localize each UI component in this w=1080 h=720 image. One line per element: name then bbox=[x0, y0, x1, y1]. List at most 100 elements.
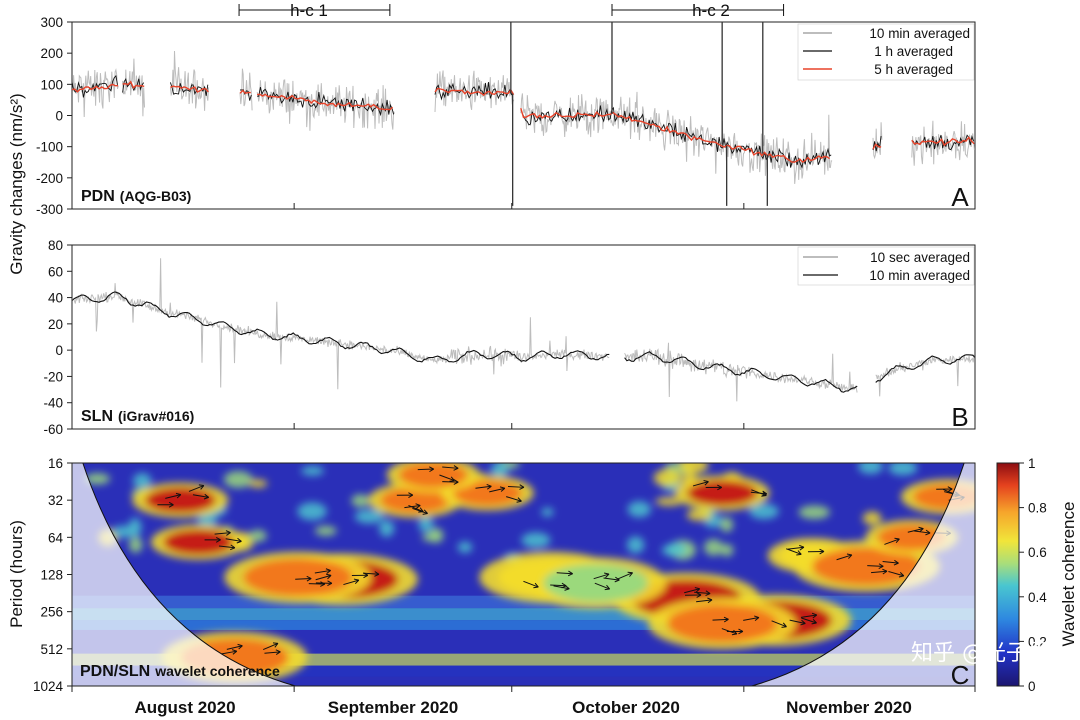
panel-a-station-label: PDN (AQG-B03) bbox=[81, 188, 191, 205]
phase-arrow bbox=[786, 548, 802, 555]
coherence-cell bbox=[418, 516, 434, 533]
y-axis-label: Gravity changes (nm/s²) bbox=[7, 93, 26, 274]
phase-arrow-head bbox=[519, 484, 525, 490]
coherence-cell bbox=[422, 532, 440, 542]
month-label-august: August 2020 bbox=[134, 698, 235, 717]
panel-b-ytick-label: -40 bbox=[43, 396, 63, 411]
phase-arrow-head bbox=[533, 582, 539, 589]
colorbar-tick-label: 0.4 bbox=[1028, 590, 1047, 605]
coherence-cell bbox=[720, 543, 734, 557]
panel-a-ytick-label: 100 bbox=[40, 77, 63, 92]
colorbar-tick-label: 1 bbox=[1028, 456, 1036, 471]
phase-arrow-head bbox=[353, 578, 360, 585]
coherence-cell bbox=[749, 503, 779, 520]
phase-arrow bbox=[593, 573, 610, 580]
phase-arrow-head bbox=[374, 571, 380, 577]
phase-arrow-head bbox=[918, 526, 924, 533]
coherence-cell bbox=[686, 508, 713, 521]
coherence-cell bbox=[653, 469, 682, 487]
phase-arrow-head bbox=[705, 590, 711, 597]
panel-c-ytick-label: 128 bbox=[40, 568, 63, 583]
panel-b-instrument: (iGrav#016) bbox=[118, 408, 194, 424]
coherence-hotspot bbox=[667, 604, 777, 643]
coherence-cell bbox=[132, 473, 152, 489]
legend-a-10min: 10 min averaged bbox=[869, 26, 970, 41]
phase-arrow bbox=[836, 554, 853, 561]
coherence-band bbox=[72, 608, 975, 621]
phase-arrow-head bbox=[327, 580, 333, 587]
coherence-cell bbox=[354, 509, 384, 524]
phase-arrow-head bbox=[893, 559, 899, 566]
legend-a-5h: 5 h averaged bbox=[874, 62, 953, 77]
phase-arrow-head bbox=[800, 619, 806, 626]
phase-arrow-head bbox=[738, 628, 744, 635]
phase-arrow bbox=[408, 504, 424, 513]
phase-arrow bbox=[789, 619, 806, 625]
panel-b-ytick-label: 0 bbox=[55, 343, 63, 358]
month-label-october: October 2020 bbox=[572, 698, 680, 717]
phase-arrow-head bbox=[230, 544, 236, 551]
panel-b-frame bbox=[71, 244, 976, 430]
panel-c-ytick-label: 32 bbox=[48, 493, 63, 508]
phase-arrow bbox=[220, 650, 237, 655]
phase-arrow-head bbox=[604, 584, 611, 591]
panel-c-y-ticks: 16 32 64 128 256 512 1024 bbox=[33, 456, 72, 694]
phase-arrow-head bbox=[429, 466, 434, 473]
panel-c-ytick-label: 512 bbox=[40, 642, 63, 657]
phase-arrow-head bbox=[799, 544, 805, 551]
coherence-cell bbox=[351, 494, 370, 508]
phase-arrow bbox=[165, 494, 181, 499]
phase-arrow-head bbox=[754, 615, 760, 622]
phase-arrow-head bbox=[717, 484, 722, 491]
phase-arrow bbox=[315, 574, 332, 581]
phase-arrow-head bbox=[326, 573, 332, 580]
panel-c-letter: C bbox=[951, 660, 970, 690]
colorbar-tick-label: 0.8 bbox=[1028, 501, 1047, 516]
phase-arrow bbox=[787, 546, 804, 550]
phase-arrow bbox=[694, 591, 711, 595]
phase-arrow bbox=[507, 485, 524, 488]
phase-arrow bbox=[264, 651, 281, 654]
phase-arrow bbox=[888, 571, 904, 577]
phase-arrow bbox=[617, 572, 633, 580]
hc1-label: h-c 1 bbox=[290, 1, 328, 20]
phase-arrow-head bbox=[215, 537, 221, 543]
phase-arrow bbox=[712, 618, 729, 621]
phase-arrow bbox=[556, 572, 573, 575]
panel-a-ytick-label: 0 bbox=[55, 109, 63, 124]
panel-b-ytick-label: 80 bbox=[48, 238, 63, 253]
phase-arrow bbox=[489, 487, 505, 493]
phase-arrow-head bbox=[707, 597, 713, 604]
coherence-hotspot bbox=[398, 463, 468, 488]
coherence-cell bbox=[84, 473, 111, 485]
panel-a-ytick-label: -200 bbox=[36, 171, 63, 186]
coherence-cell bbox=[490, 463, 509, 477]
phase-arrow-head bbox=[925, 529, 931, 536]
panel-a-legend: 10 min averaged 1 h averaged 5 h average… bbox=[797, 23, 975, 81]
phase-arrow-head bbox=[453, 479, 459, 485]
month-label-september: September 2020 bbox=[328, 698, 458, 717]
coherence-cell bbox=[197, 514, 218, 526]
phase-arrow bbox=[314, 569, 331, 574]
phase-arrow-head bbox=[325, 568, 331, 574]
coherence-hotspot bbox=[243, 558, 353, 597]
phase-arrow-head bbox=[486, 483, 492, 490]
panel-c-ytick-label: 256 bbox=[40, 605, 63, 620]
phase-arrow-head bbox=[564, 585, 570, 591]
phase-arrow-head bbox=[811, 618, 817, 625]
colorbar-label: Wavelet coherence bbox=[1059, 502, 1078, 647]
phase-arrow bbox=[225, 538, 242, 542]
panel-c-title-rest: wavelet coherence bbox=[154, 663, 280, 679]
coherence-cell bbox=[379, 520, 395, 537]
phase-arrow bbox=[523, 580, 539, 588]
panel-c-title-sep: / bbox=[114, 663, 119, 680]
coherence-hotspot bbox=[543, 564, 649, 603]
phase-arrow-head bbox=[846, 553, 853, 559]
phase-arrow-head bbox=[878, 563, 884, 569]
phase-arrow bbox=[343, 579, 359, 586]
panel-b-station-label: SLN (iGrav#016) bbox=[81, 408, 194, 425]
phase-arrow-head bbox=[422, 509, 428, 515]
phase-arrow-head bbox=[415, 503, 421, 509]
coherence-hotspot bbox=[163, 529, 234, 556]
phase-arrow bbox=[684, 588, 700, 594]
